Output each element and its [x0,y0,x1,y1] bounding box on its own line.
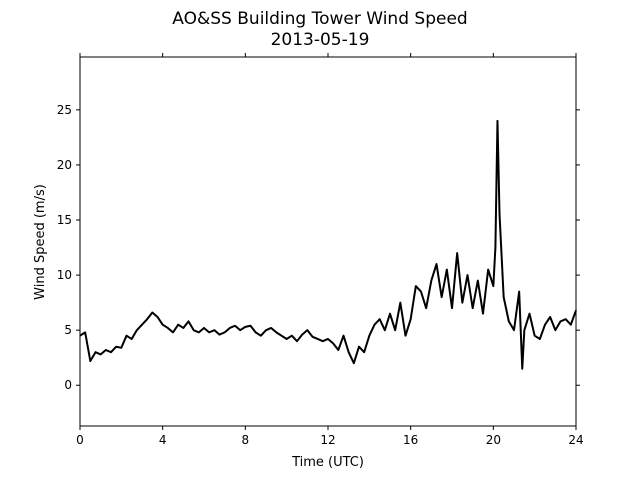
x-tick-label: 16 [403,433,418,447]
chart-title: AO&SS Building Tower Wind Speed [172,9,467,29]
y-tick-label: 15 [57,213,72,227]
x-tick-label: 0 [76,433,84,447]
x-tick-label: 24 [568,433,583,447]
y-axis-label: Wind Speed (m/s) [33,184,48,300]
x-tick-label: 8 [242,433,250,447]
x-tick-label: 4 [159,433,167,447]
plot-frame [79,56,577,427]
chart-subtitle: 2013-05-19 [271,30,370,50]
y-tick-label: 5 [64,323,72,337]
y-tick-label: 10 [57,268,72,282]
line [79,119,577,370]
x-tick-label: 12 [320,433,335,447]
y-tick-label: 20 [57,158,72,172]
x-axis-label: Time (UTC) [291,455,364,470]
y-tick-label: 25 [57,103,72,117]
y-tick-label: 0 [64,378,72,392]
x-tick-label: 20 [486,433,501,447]
